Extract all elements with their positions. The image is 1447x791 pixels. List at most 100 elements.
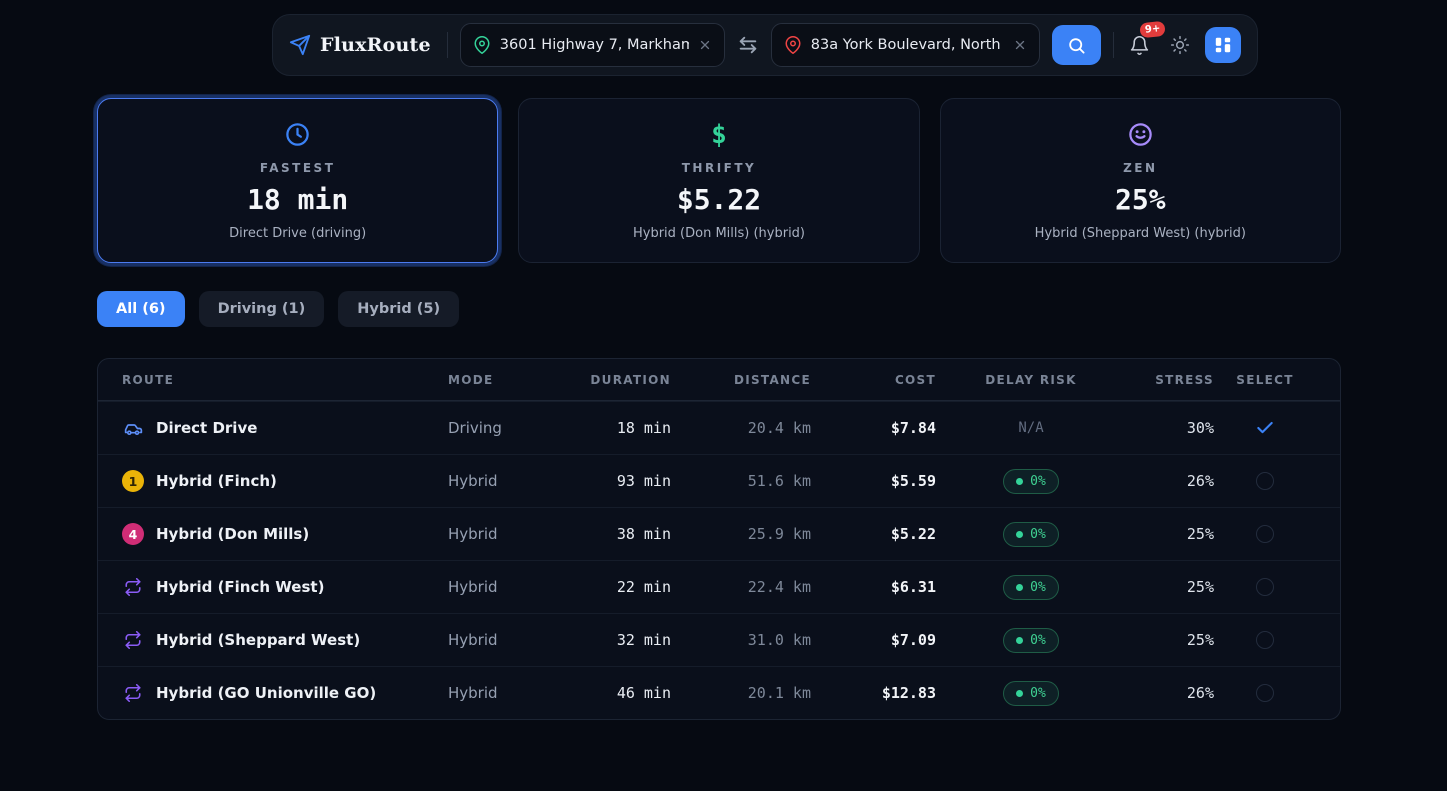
route-stress: 30% bbox=[1186, 419, 1214, 437]
select-radio[interactable] bbox=[1256, 472, 1274, 490]
delay-risk-value: N/A bbox=[1018, 420, 1044, 436]
origin-input[interactable]: 3601 Highway 7, Markham, Or bbox=[459, 23, 725, 67]
route-name: Hybrid (Don Mills) bbox=[156, 525, 310, 543]
route-distance: 31.0 km bbox=[747, 631, 811, 649]
search-icon bbox=[1067, 36, 1086, 55]
route-duration: 93 min bbox=[616, 472, 671, 490]
route-number-badge: 1 bbox=[122, 470, 144, 492]
risk-dot-icon bbox=[1016, 583, 1024, 591]
table-row-hybrid-don-mills[interactable]: 4 Hybrid (Don Mills) Hybrid 38 min 25.9 … bbox=[98, 507, 1340, 560]
route-mode: Hybrid bbox=[448, 631, 498, 649]
route-mode: Hybrid bbox=[448, 684, 498, 702]
delay-risk-badge: 0% bbox=[1003, 574, 1059, 600]
col-duration: DURATION bbox=[590, 372, 671, 387]
card-label: THRIFTY bbox=[681, 160, 757, 175]
selected-check-icon[interactable] bbox=[1255, 418, 1275, 438]
destination-clear-icon[interactable] bbox=[1013, 38, 1027, 52]
risk-dot-icon bbox=[1016, 689, 1024, 697]
brand-name: FluxRoute bbox=[320, 34, 431, 56]
route-duration: 46 min bbox=[616, 684, 671, 702]
route-cost: $7.09 bbox=[890, 631, 936, 649]
route-cost: $7.84 bbox=[890, 419, 936, 437]
summary-cards: FASTEST 18 min Direct Drive (driving) $ … bbox=[97, 98, 1341, 263]
select-radio[interactable] bbox=[1256, 684, 1274, 702]
top-navbar: FluxRoute 3601 Highway 7, Markham, Or 83… bbox=[272, 14, 1258, 76]
route-number-badge: 4 bbox=[122, 523, 144, 545]
route-cost: $5.59 bbox=[890, 472, 936, 490]
notification-count-badge: 9+ bbox=[1139, 20, 1167, 39]
route-distance: 22.4 km bbox=[747, 578, 811, 596]
risk-dot-icon bbox=[1016, 477, 1024, 485]
delay-risk-badge: 0% bbox=[1003, 521, 1059, 547]
origin-clear-icon[interactable] bbox=[698, 38, 712, 52]
origin-pin-icon bbox=[473, 36, 491, 54]
search-button[interactable] bbox=[1051, 25, 1102, 65]
clock-icon bbox=[284, 121, 311, 149]
repeat-icon bbox=[122, 684, 144, 702]
destination-input[interactable]: 83a York Boulevard, North Yor bbox=[770, 23, 1040, 67]
card-subtitle: Direct Drive (driving) bbox=[229, 225, 367, 241]
filter-driving[interactable]: Driving (1) bbox=[198, 291, 325, 327]
route-stress: 25% bbox=[1186, 578, 1214, 596]
route-duration: 18 min bbox=[616, 419, 671, 437]
route-distance: 51.6 km bbox=[747, 472, 811, 490]
select-radio[interactable] bbox=[1256, 631, 1274, 649]
smiley-icon bbox=[1127, 121, 1154, 149]
theme-toggle-button[interactable] bbox=[1166, 31, 1194, 59]
route-distance: 20.4 km bbox=[747, 419, 811, 437]
card-zen[interactable]: ZEN 25% Hybrid (Sheppard West) (hybrid) bbox=[939, 98, 1341, 263]
route-mode: Hybrid bbox=[448, 578, 498, 596]
col-delay-risk: DELAY RISK bbox=[985, 372, 1077, 387]
notifications-button[interactable]: 9+ bbox=[1126, 20, 1167, 59]
card-thrifty[interactable]: $ THRIFTY $5.22 Hybrid (Don Mills) (hybr… bbox=[518, 98, 920, 263]
dollar-sign-icon: $ bbox=[711, 119, 727, 150]
col-mode: MODE bbox=[448, 372, 494, 387]
route-stress: 25% bbox=[1186, 525, 1214, 543]
delay-risk-badge: 0% bbox=[1003, 468, 1059, 494]
risk-dot-icon bbox=[1016, 530, 1024, 538]
card-label: FASTEST bbox=[259, 160, 336, 175]
repeat-icon bbox=[122, 578, 144, 596]
card-value: 25% bbox=[1115, 182, 1166, 216]
col-cost: COST bbox=[894, 372, 936, 387]
route-name: Hybrid (GO Unionville GO) bbox=[156, 684, 377, 702]
delay-risk-value: 0% bbox=[1030, 526, 1046, 542]
dashboard-view-button[interactable] bbox=[1205, 27, 1241, 63]
destination-pin-icon bbox=[784, 36, 802, 54]
select-radio[interactable] bbox=[1256, 578, 1274, 596]
table-row-hybrid-finch-west[interactable]: Hybrid (Finch West) Hybrid 22 min 22.4 k… bbox=[98, 560, 1340, 613]
route-distance: 20.1 km bbox=[747, 684, 811, 702]
delay-risk-value: 0% bbox=[1030, 579, 1046, 595]
delay-risk-value: 0% bbox=[1030, 632, 1046, 648]
select-radio[interactable] bbox=[1256, 525, 1274, 543]
table-row-hybrid-go-unionville[interactable]: Hybrid (GO Unionville GO) Hybrid 46 min … bbox=[98, 666, 1340, 719]
delay-risk-badge: 0% bbox=[1003, 627, 1059, 653]
origin-value: 3601 Highway 7, Markham, Or bbox=[499, 37, 689, 53]
route-stress: 25% bbox=[1186, 631, 1214, 649]
route-stress: 26% bbox=[1186, 684, 1214, 702]
table-row-direct-drive[interactable]: Direct Drive Driving 18 min 20.4 km $7.8… bbox=[98, 401, 1340, 454]
route-duration: 32 min bbox=[616, 631, 671, 649]
route-stress: 26% bbox=[1186, 472, 1214, 490]
risk-dot-icon bbox=[1016, 636, 1024, 644]
car-icon bbox=[122, 418, 144, 439]
route-name: Direct Drive bbox=[156, 419, 258, 437]
route-name: Hybrid (Sheppard West) bbox=[156, 631, 361, 649]
filter-pills: All (6) Driving (1) Hybrid (5) bbox=[97, 291, 1341, 327]
swap-locations-icon[interactable] bbox=[737, 34, 759, 56]
route-cost: $6.31 bbox=[890, 578, 936, 596]
card-subtitle: Hybrid (Sheppard West) (hybrid) bbox=[1034, 225, 1246, 241]
bell-icon bbox=[1129, 35, 1150, 56]
table-row-hybrid-finch[interactable]: 1 Hybrid (Finch) Hybrid 93 min 51.6 km $… bbox=[98, 454, 1340, 507]
card-fastest[interactable]: FASTEST 18 min Direct Drive (driving) bbox=[97, 98, 499, 263]
col-distance: DISTANCE bbox=[733, 372, 811, 387]
route-cost: $12.83 bbox=[881, 684, 936, 702]
route-distance: 25.9 km bbox=[747, 525, 811, 543]
filter-hybrid[interactable]: Hybrid (5) bbox=[338, 291, 460, 327]
card-subtitle: Hybrid (Don Mills) (hybrid) bbox=[632, 225, 806, 241]
route-duration: 22 min bbox=[616, 578, 671, 596]
table-row-hybrid-sheppard-west[interactable]: Hybrid (Sheppard West) Hybrid 32 min 31.… bbox=[98, 613, 1340, 666]
filter-all[interactable]: All (6) bbox=[97, 291, 185, 327]
dashboard-grid-icon bbox=[1214, 36, 1232, 54]
delay-risk-badge: 0% bbox=[1003, 680, 1059, 706]
